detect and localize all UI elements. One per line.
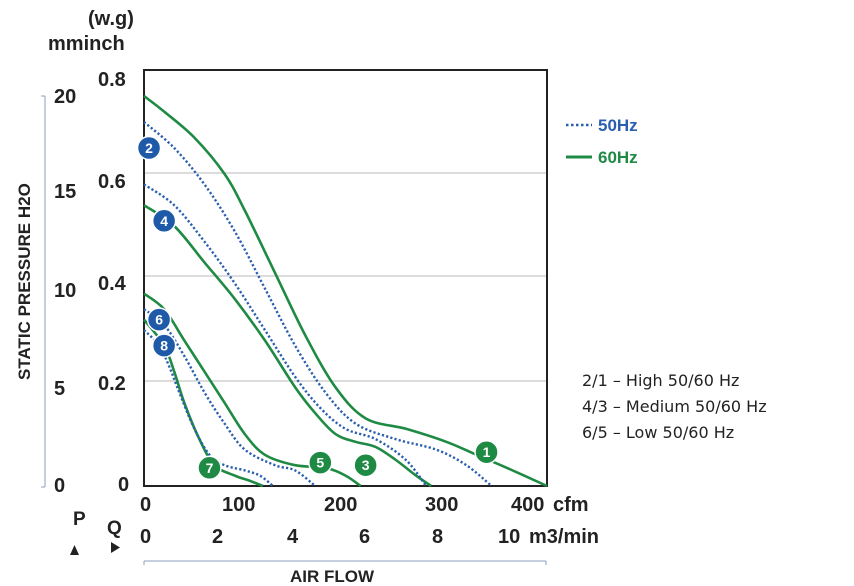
curve-4 bbox=[143, 183, 428, 487]
tick-cfm-400: 400 bbox=[511, 494, 544, 516]
curve-marker-7: 7 bbox=[197, 455, 222, 481]
legend: 50Hz 60Hz bbox=[566, 116, 638, 167]
curve-6 bbox=[143, 308, 317, 487]
marker-layer: 1 2 3 4 5 6 7 8 bbox=[136, 135, 499, 481]
x-axis-title: AIR FLOW bbox=[290, 567, 375, 586]
curve-3 bbox=[143, 204, 432, 488]
tick-m3-6: 6 bbox=[359, 526, 370, 548]
axis-q-label: Q bbox=[107, 518, 122, 539]
q-arrow-icon bbox=[111, 542, 120, 553]
note-low: 6/5 – Low 50/60 Hz bbox=[582, 423, 735, 442]
marker-label-5: 5 bbox=[316, 455, 324, 471]
plot-area bbox=[143, 69, 548, 487]
p-arrow-icon bbox=[70, 545, 79, 555]
tick-mm-5: 5 bbox=[54, 378, 65, 400]
curve-1 bbox=[143, 94, 548, 488]
tick-mm-20: 20 bbox=[54, 86, 76, 108]
axis-p-label: P bbox=[73, 509, 86, 530]
tick-mm-10: 10 bbox=[54, 280, 76, 302]
speed-notes: 2/1 – High 50/60 Hz 4/3 – Medium 50/60 H… bbox=[582, 368, 767, 446]
tick-cfm-0: 0 bbox=[140, 494, 151, 516]
tick-cfm-300: 300 bbox=[425, 494, 458, 516]
unit-label-mminch: mminch bbox=[48, 33, 125, 55]
tick-inch-0-8: 0.8 bbox=[98, 69, 126, 91]
marker-label-1: 1 bbox=[483, 444, 491, 460]
marker-label-8: 8 bbox=[160, 338, 168, 354]
tick-cfm-200: 200 bbox=[324, 494, 357, 516]
curve-2 bbox=[143, 121, 493, 487]
curve-marker-6: 6 bbox=[146, 307, 172, 332]
curve-5 bbox=[143, 292, 362, 488]
marker-circle-4 bbox=[151, 208, 177, 234]
tick-cfm-100: 100 bbox=[222, 494, 255, 516]
curve-marker-5: 5 bbox=[308, 450, 333, 475]
note-high: 2/1 – High 50/60 Hz bbox=[582, 371, 740, 390]
tick-m3-4: 4 bbox=[287, 526, 299, 548]
unit-label-wg: (w.g) bbox=[88, 8, 134, 30]
tick-inch-0-2: 0.2 bbox=[98, 373, 126, 395]
marker-circle-6 bbox=[146, 307, 172, 332]
curve-marker-3: 3 bbox=[353, 452, 378, 478]
note-medium: 4/3 – Medium 50/60 Hz bbox=[582, 397, 767, 416]
marker-circle-2 bbox=[136, 135, 162, 161]
tick-inch-0-6: 0.6 bbox=[98, 171, 126, 193]
marker-circle-1 bbox=[474, 439, 499, 465]
tick-m3-0: 0 bbox=[140, 526, 151, 548]
series-layer bbox=[142, 94, 548, 488]
legend-label-50hz: 50Hz bbox=[598, 116, 638, 135]
curve-marker-8: 8 bbox=[151, 333, 177, 358]
y-axis-title: STATIC PRESSURE H2O bbox=[15, 183, 34, 380]
curve-marker-1: 1 bbox=[474, 439, 499, 465]
legend-label-60hz: 60Hz bbox=[598, 148, 638, 167]
marker-label-4: 4 bbox=[160, 213, 168, 229]
tick-mm-0: 0 bbox=[54, 475, 65, 497]
curve-marker-4: 4 bbox=[151, 208, 177, 234]
tick-m3-2: 2 bbox=[212, 526, 223, 548]
tick-inch-0: 0 bbox=[118, 474, 129, 496]
plot-frame bbox=[143, 69, 548, 487]
marker-circle-7 bbox=[197, 455, 222, 481]
marker-circle-3 bbox=[353, 452, 378, 478]
marker-circle-5 bbox=[308, 450, 333, 475]
tick-m3-10: 10 bbox=[498, 526, 520, 548]
unit-m3: m3/min bbox=[529, 526, 599, 548]
marker-label-3: 3 bbox=[362, 457, 370, 473]
marker-label-2: 2 bbox=[145, 140, 153, 156]
tick-inch-0-4: 0.4 bbox=[98, 273, 127, 295]
marker-circle-8 bbox=[151, 333, 177, 358]
marker-label-6: 6 bbox=[155, 312, 163, 328]
tick-mm-15: 15 bbox=[54, 181, 76, 203]
tick-m3-8: 8 bbox=[432, 526, 443, 548]
curve-marker-2: 2 bbox=[136, 135, 162, 161]
unit-cfm: cfm bbox=[553, 494, 589, 516]
marker-label-7: 7 bbox=[206, 460, 214, 476]
